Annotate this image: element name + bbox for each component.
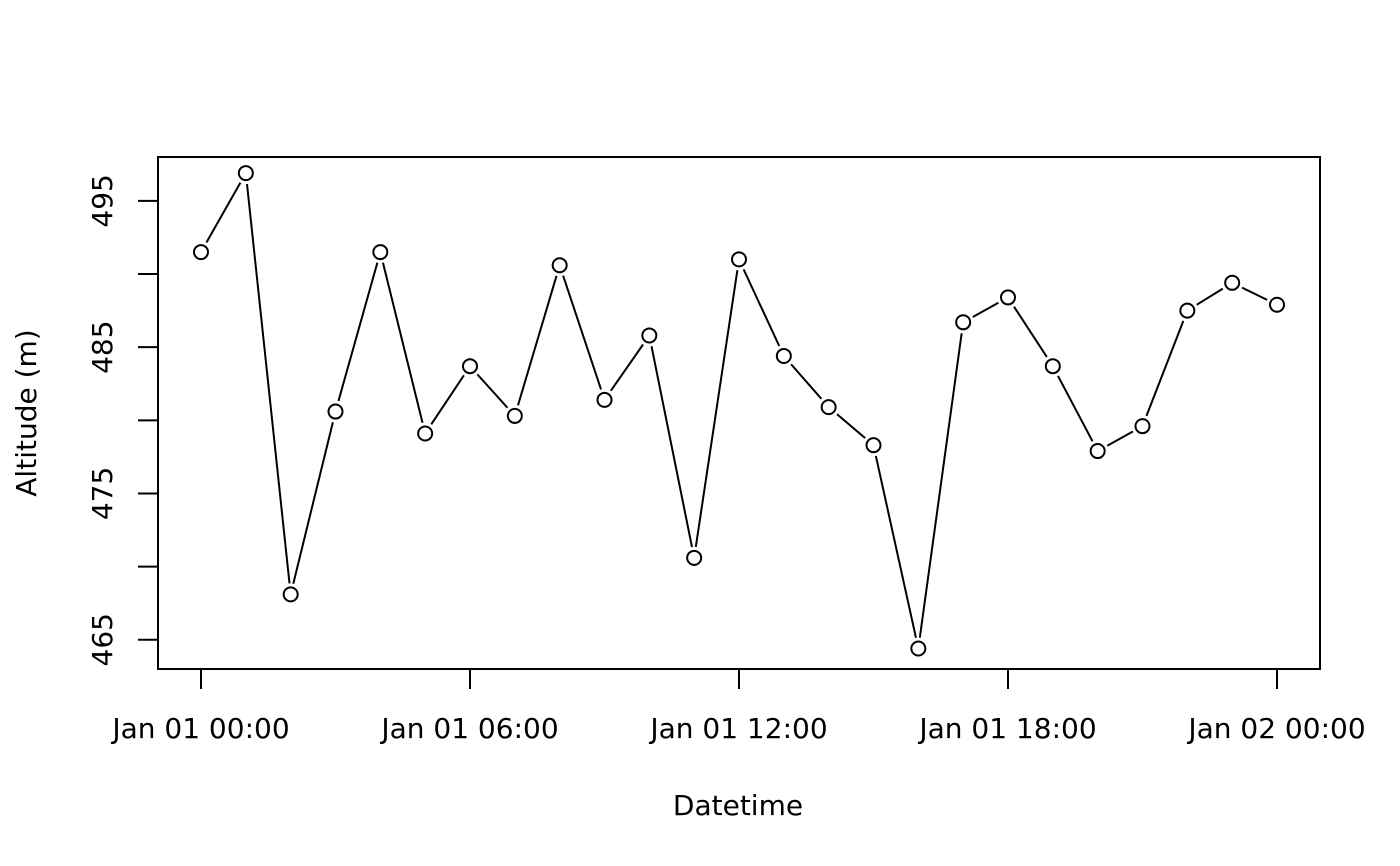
data-point	[865, 437, 882, 454]
line-segment	[246, 183, 291, 584]
line-segment	[1057, 375, 1094, 442]
line-segment	[430, 374, 465, 425]
data-point	[193, 244, 209, 261]
line-segment	[205, 182, 242, 244]
line-segment	[972, 301, 999, 318]
line-segment	[337, 262, 379, 402]
data-point	[1044, 358, 1061, 375]
data-point	[641, 327, 658, 344]
line-segment	[292, 421, 334, 584]
line-segment	[790, 363, 823, 400]
x-tick-label: Jan 01 18:00	[917, 712, 1096, 745]
data-point	[1134, 418, 1151, 435]
y-tick-label: 485	[86, 320, 119, 373]
y-tick-label: 465	[86, 613, 119, 666]
x-tick-label: Jan 01 06:00	[379, 712, 558, 745]
data-point	[731, 251, 747, 268]
data-point	[1224, 274, 1241, 291]
data-point	[372, 244, 389, 261]
data-point	[417, 425, 434, 442]
data-point	[910, 640, 927, 657]
line-segment	[1106, 430, 1134, 447]
line-segment	[562, 275, 602, 390]
line-segment	[1013, 306, 1048, 358]
data-point	[955, 314, 972, 331]
y-tick-label: 475	[86, 467, 119, 520]
data-point	[1089, 443, 1106, 460]
line-segment	[918, 333, 963, 638]
line-segment	[609, 343, 644, 392]
data-point	[551, 257, 568, 274]
line-segment	[874, 455, 917, 638]
data-point	[462, 358, 478, 375]
data-point	[282, 586, 299, 603]
data-point	[237, 165, 254, 182]
data-point	[686, 549, 703, 566]
y-axis: 465 475 485 495	[86, 174, 158, 666]
data-point	[1000, 289, 1016, 306]
line-segment	[382, 262, 424, 424]
line-segment	[517, 275, 558, 406]
line-segment	[650, 346, 693, 548]
line-segment	[694, 270, 739, 548]
line-segment	[1145, 320, 1185, 417]
x-axis: Jan 01 00:00 Jan 01 06:00 Jan 01 12:00 Jan …	[110, 669, 1366, 745]
line-segment	[742, 268, 781, 347]
series-group	[193, 165, 1285, 657]
line-segment	[1241, 286, 1268, 301]
x-axis-label: Datetime	[673, 789, 803, 822]
data-point	[820, 399, 837, 416]
data-point	[596, 391, 613, 408]
line-segment	[836, 413, 866, 439]
x-tick-label: Jan 02 00:00	[1186, 712, 1365, 745]
y-axis-label: Altitude (m)	[10, 329, 43, 496]
data-point	[506, 407, 523, 424]
line-segment	[476, 373, 509, 409]
line-segment	[1196, 287, 1224, 306]
data-point	[1179, 302, 1196, 319]
x-tick-label: Jan 01 12:00	[648, 712, 827, 745]
data-point	[327, 403, 344, 420]
x-tick-label: Jan 01 00:00	[110, 712, 289, 745]
y-tick-label: 495	[86, 174, 119, 227]
data-point	[1269, 296, 1285, 313]
data-point	[775, 347, 792, 364]
